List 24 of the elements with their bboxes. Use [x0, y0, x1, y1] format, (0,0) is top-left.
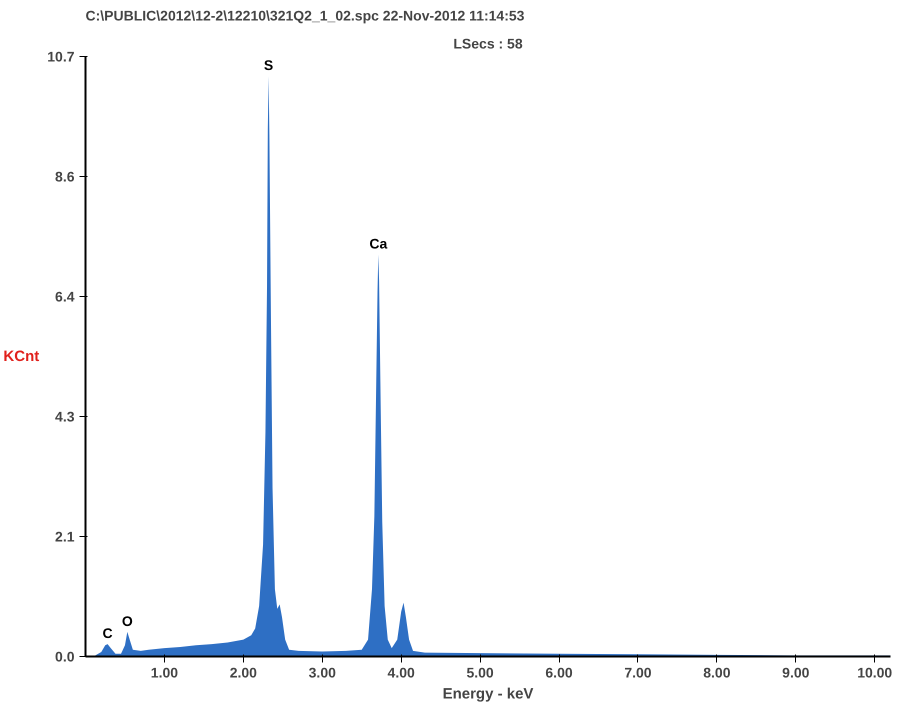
x-tick-label: 9.00 — [782, 664, 810, 680]
chart-subtitle: LSecs : 58 — [453, 36, 523, 52]
chart-title: C:\PUBLIC\2012\12-2\12210\321Q2_1_02.spc 22-Nov-2012 11:14:53 — [86, 8, 525, 24]
y-tick-label: 10.7 — [47, 48, 75, 64]
annotation: Ca — [369, 235, 388, 252]
x-tick-label: 4.00 — [388, 664, 416, 680]
y-tick-label: 0.0 — [55, 648, 75, 664]
x-tick-label: 5.00 — [466, 664, 494, 680]
y-tick-label: 4.3 — [55, 408, 75, 424]
annotation: S — [264, 57, 274, 74]
x-tick-label: 8.00 — [703, 664, 731, 680]
annotation: C — [102, 625, 113, 642]
x-tick-label: 3.00 — [308, 664, 336, 680]
annotation: O — [122, 612, 133, 629]
x-tick-label: 2.00 — [230, 664, 258, 680]
y-tick-label: 8.6 — [55, 168, 75, 184]
x-axis-title: Energy - keV — [442, 686, 534, 702]
x-tick-label: 6.00 — [545, 664, 573, 680]
x-tick-label: 10.00 — [857, 664, 892, 680]
y-tick-label: 6.4 — [55, 288, 75, 304]
x-tick-label: 1.00 — [150, 664, 178, 680]
y-axis-title: KCnt — [3, 348, 40, 365]
y-tick-label: 2.1 — [55, 528, 75, 544]
x-tick-label: 7.00 — [624, 664, 652, 680]
